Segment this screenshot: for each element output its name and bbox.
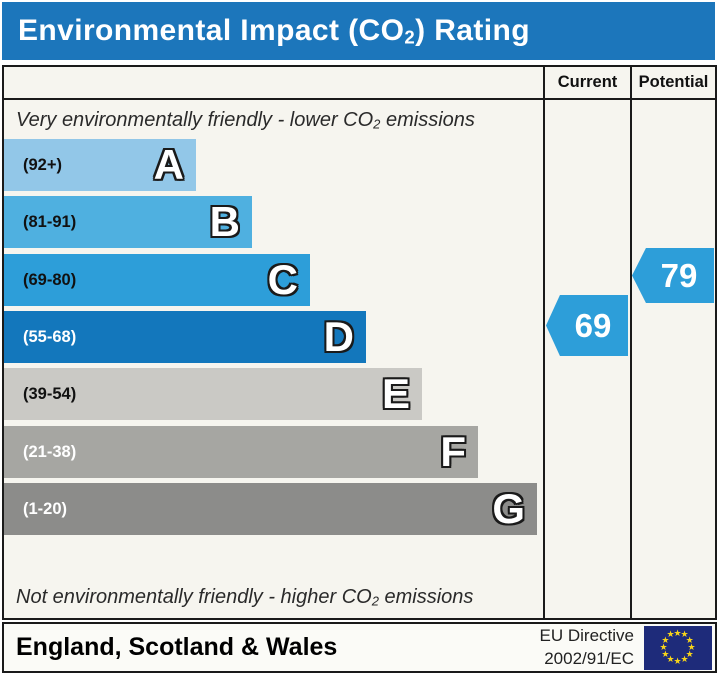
potential-rating-arrow: 79 (632, 248, 714, 303)
band-range-label: (69-80) (23, 271, 77, 289)
band-row: (81-91) B (4, 196, 543, 248)
band-bar: (39-54) E (4, 368, 422, 420)
title-bar: Environmental Impact (CO2) Rating (2, 2, 715, 60)
eu-directive-label: EU Directive 2002/91/EC (540, 625, 634, 669)
column-divider-current (543, 67, 545, 618)
eu-directive-line1: EU Directive (539, 626, 634, 646)
band-bar: (69-80) C (4, 254, 310, 306)
top-caption-post: emissions (380, 109, 475, 131)
band-row: (21-38) F (4, 426, 543, 478)
eu-flag-star: ★ (666, 654, 675, 665)
band-range-label: (55-68) (23, 328, 77, 346)
title-text-post: ) Rating (415, 13, 530, 47)
band-bar: (92+) A (4, 139, 196, 191)
band-letter: F (440, 428, 466, 475)
band-bar: (1-20) G (4, 483, 537, 535)
eu-flag-star: ★ (673, 656, 682, 667)
band-letter: G (492, 485, 525, 532)
potential-rating-value: 79 (660, 256, 698, 294)
band-bar: (81-91) B (4, 196, 252, 248)
band-range-label: (21-38) (23, 443, 77, 461)
potential-column-header: Potential (638, 73, 709, 91)
band-row: (1-20) G (4, 483, 543, 535)
top-caption: Very environmentally friendly - lower CO… (16, 102, 475, 138)
eu-directive-line2: 2002/91/EC (544, 648, 634, 668)
footer-bar: England, Scotland & Wales EU Directive 2… (2, 622, 717, 673)
band-bar: (55-68) D (4, 311, 366, 363)
eu-flag-star: ★ (673, 628, 682, 639)
current-rating-value: 69 (574, 306, 612, 344)
band-bar: (21-38) F (4, 426, 478, 478)
band-row: (92+) A (4, 139, 543, 191)
eu-flag-star: ★ (685, 649, 694, 660)
band-range-label: (81-91) (23, 213, 77, 231)
top-caption-pre: Very environmentally friendly - lower CO (16, 109, 374, 131)
bands: (92+) A (81-91) B (69-80) C (55-68) D (3… (4, 139, 543, 541)
bottom-caption-pre: Not environmentally friendly - higher CO (16, 586, 372, 608)
band-row: (69-80) C (4, 254, 543, 306)
eu-flag-star: ★ (680, 630, 689, 641)
band-row: (39-54) E (4, 368, 543, 420)
page-title: Environmental Impact (CO2) Rating (18, 14, 530, 48)
eu-flag-star: ★ (685, 635, 694, 646)
bottom-caption: Not environmentally friendly - higher CO… (16, 579, 473, 615)
eu-flag-star: ★ (680, 654, 689, 665)
band-row: (55-68) D (4, 311, 543, 363)
band-range-label: (39-54) (23, 385, 77, 403)
title-subscript: 2 (404, 26, 416, 48)
eu-flag-star: ★ (666, 630, 675, 641)
band-range-label: (1-20) (23, 500, 68, 518)
column-divider-potential (630, 67, 632, 618)
bottom-caption-post: emissions (378, 586, 474, 608)
region-label: England, Scotland & Wales (16, 633, 338, 661)
table-header-row: Current Potential (4, 67, 715, 100)
eu-flag-star: ★ (687, 642, 696, 653)
band-letter: E (381, 370, 410, 417)
title-text-pre: Environmental Impact (CO (18, 13, 405, 47)
current-rating-arrow: 69 (546, 295, 628, 356)
rating-table: Current Potential Very environmentally f… (2, 65, 717, 620)
top-caption-subscript: 2 (373, 116, 381, 132)
band-range-label: (92+) (23, 156, 62, 174)
eu-flag-star: ★ (659, 642, 668, 653)
band-letter: A (153, 141, 184, 188)
current-column-header: Current (557, 73, 618, 91)
band-letter: B (209, 198, 240, 245)
bottom-caption-subscript: 2 (371, 593, 379, 609)
band-letter: D (323, 313, 354, 360)
band-letter: C (267, 256, 298, 303)
eu-flag: ★ ★ ★ ★ ★ ★ ★ ★ ★ ★ ★ ★ (644, 625, 712, 670)
eu-flag-star: ★ (661, 649, 670, 660)
eu-flag-star: ★ (661, 635, 670, 646)
